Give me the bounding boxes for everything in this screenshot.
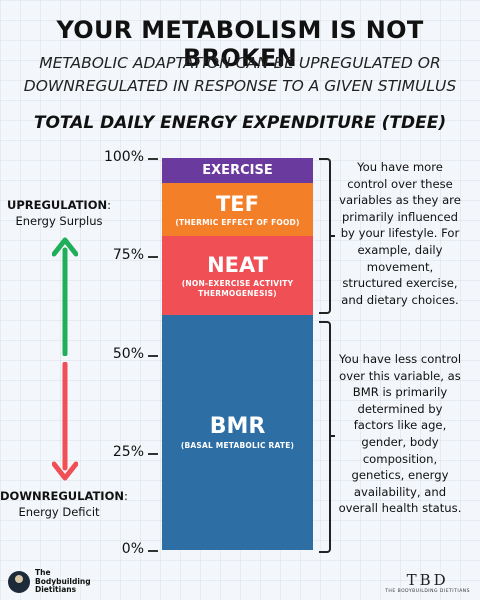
note-line: movement, (366, 259, 434, 274)
brand-line: Bodybuilding (35, 576, 91, 586)
note-line: variables as they are (339, 193, 461, 208)
note-line: by your lifestyle. For (340, 226, 460, 241)
upper-note: You have more control over these variabl… (336, 159, 464, 308)
note-line: primarily influenced (341, 209, 459, 224)
bracket-tip (329, 235, 335, 237)
note-line: gender, body (361, 434, 439, 449)
note-line: overall health status. (338, 501, 462, 516)
segment-bmr: BMR (BASAL METABOLIC RATE) (162, 314, 313, 550)
bracket-tip (329, 435, 335, 437)
note-line: determined by (357, 401, 443, 416)
note-line: structured exercise, (342, 276, 458, 291)
downregulation-text: Energy Deficit (18, 505, 100, 519)
tick-mark (148, 256, 158, 258)
segment-tef: TEF (THERMIC EFFECT OF FOOD) (162, 183, 313, 237)
note-line: availability, and (353, 484, 447, 499)
tick-label-50: 50% (112, 346, 144, 362)
logo-letters: TBD (406, 571, 449, 589)
subtitle-line: METABOLIC ADAPTATION CAN BE UPREGULATED … (39, 54, 441, 72)
note-line: You have less control (338, 352, 462, 366)
segment-sublabel: (NON-EXERCISE ACTIVITY THERMOGENESIS) (182, 279, 293, 299)
page-title: YOUR METABOLISM IS NOT BROKEN (56, 16, 424, 72)
segment-sublabel: (THERMIC EFFECT OF FOOD) (175, 217, 300, 227)
upregulation-text: Energy Surplus (15, 214, 103, 228)
note-line: control over these (347, 176, 453, 191)
tbd-logo: TBD THE BODYBUILDING DIETITIANS (385, 571, 470, 594)
segment-label: NEAT (207, 252, 268, 277)
segment-sublabel: (BASAL METABOLIC RATE) (180, 440, 295, 450)
up-arrow-head (52, 237, 78, 257)
brand: The Bodybuilding Dietitians (8, 568, 91, 595)
downregulation-title: DOWNREGULATION (0, 489, 124, 503)
subtitle-line: DOWNREGULATED IN RESPONSE TO A GIVEN STI… (23, 77, 457, 95)
bracket-lower (319, 321, 331, 553)
note-line: factors like age, (353, 418, 447, 433)
segment-neat: NEAT (NON-EXERCISE ACTIVITY THERMOGENESI… (162, 236, 313, 315)
upregulation-title: UPREGULATION (7, 198, 108, 212)
downregulation-label: DOWNREGULATION: Energy Deficit (0, 489, 128, 519)
segment-label: BMR (209, 413, 266, 439)
section-heading: TOTAL DAILY ENERGY EXPENDITURE (TDEE) (33, 113, 447, 133)
tick-mark (148, 355, 158, 357)
note-line: over this variable, as (339, 368, 461, 383)
note-line: example, daily (357, 242, 443, 257)
segment-sublabel-line: (NON-EXERCISE ACTIVITY (181, 278, 294, 288)
tick-label-0: 0% (121, 541, 144, 557)
note-line: genetics, energy (351, 468, 449, 483)
lower-note: You have less control over this variable… (336, 351, 464, 517)
tick-mark (148, 158, 158, 160)
note-line: You have more (357, 160, 443, 174)
up-arrow-icon (52, 237, 78, 356)
tick-mark (148, 453, 158, 455)
tick-mark (148, 550, 158, 552)
tick-label-25: 25% (112, 444, 144, 460)
brand-line: Dietitians (35, 585, 77, 594)
segment-label: TEF (215, 191, 259, 216)
tick-label-100: 100% (103, 149, 144, 165)
down-arrow-icon (52, 362, 78, 481)
brand-line: The (35, 568, 51, 577)
tick-label-75: 75% (112, 247, 144, 263)
note-line: and dietary choices. (341, 292, 459, 307)
brand-logo-icon (8, 570, 30, 593)
upregulation-label: UPREGULATION: Energy Surplus (0, 197, 118, 229)
segment-sublabel-line: THERMOGENESIS) (198, 288, 277, 298)
logo-tagline: THE BODYBUILDING DIETITIANS (385, 589, 470, 594)
page-subtitle: METABOLIC ADAPTATION CAN BE UPREGULATED … (20, 52, 460, 98)
segment-exercise: EXERCISE (162, 158, 313, 184)
down-arrow-head (52, 461, 78, 481)
brand-name: The Bodybuilding Dietitians (35, 568, 91, 595)
note-line: BMR is primarily (352, 385, 448, 400)
segment-label: EXERCISE (202, 163, 273, 179)
note-line: composition, (362, 451, 438, 466)
